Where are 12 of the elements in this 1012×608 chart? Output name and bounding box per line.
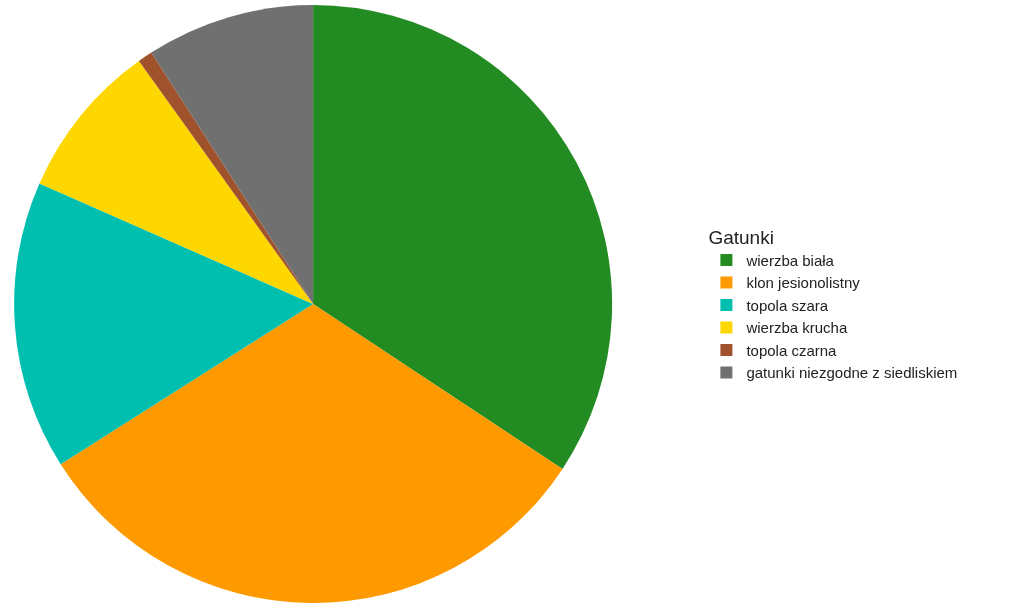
- legend-label: klon jesionolistny: [746, 274, 861, 292]
- pie-slice: [60, 304, 563, 603]
- legend-label: wierzba biała: [745, 251, 835, 269]
- pie-slice: [39, 61, 314, 304]
- legend-label: wierzba krucha: [745, 319, 848, 337]
- pie-slice: [313, 5, 612, 469]
- legend-label: gatunki niezgodne z siedliskiem: [746, 364, 958, 382]
- legend-title: Gatunki: [708, 226, 774, 248]
- pie-slice: [151, 5, 314, 304]
- legend-label: topola czarna: [746, 341, 838, 359]
- pie-slice: [14, 183, 314, 465]
- legend-label: topola szara: [746, 296, 829, 314]
